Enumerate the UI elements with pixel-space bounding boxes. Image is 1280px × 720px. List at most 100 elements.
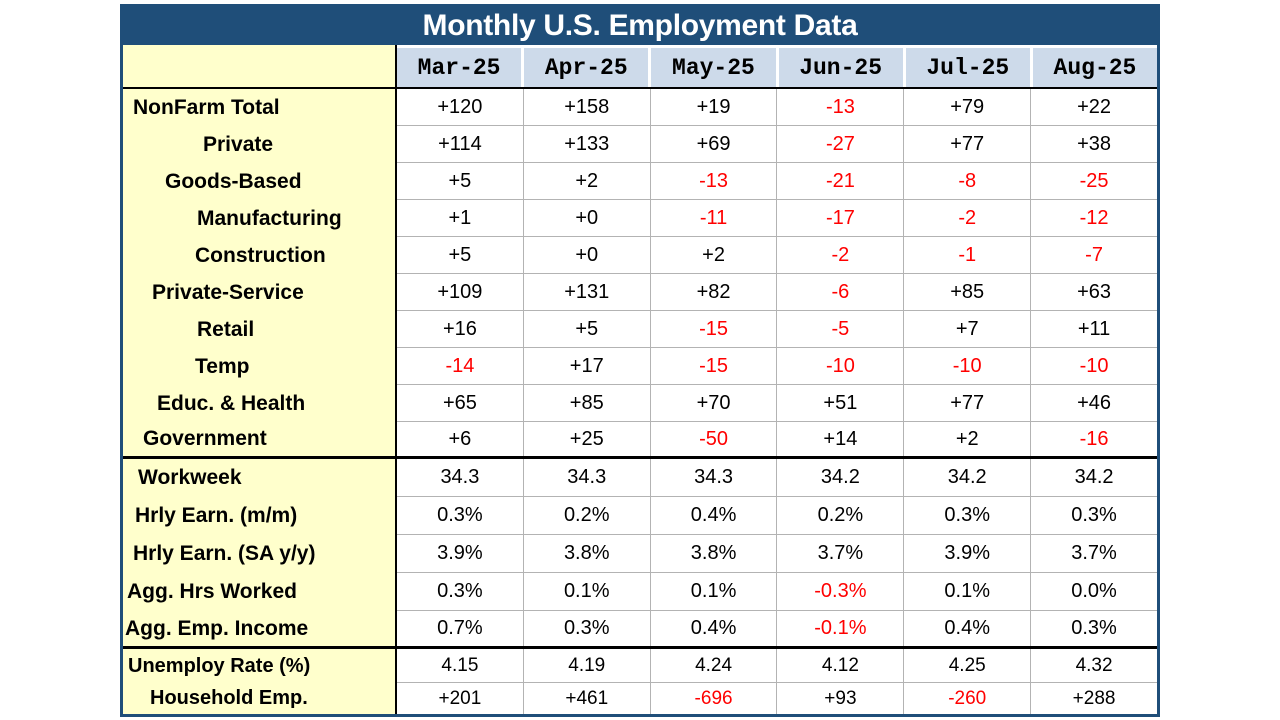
- value-cell: 0.3%: [523, 611, 651, 646]
- value-cell: +51: [777, 385, 905, 422]
- column-header: Jul-25: [902, 45, 1030, 87]
- value-cell: 4.19: [523, 649, 651, 683]
- value-cell: -260: [904, 683, 1032, 714]
- row-label: Agg. Hrs Worked: [123, 573, 397, 611]
- value-cell: -13: [777, 89, 905, 126]
- value-cell: -5: [777, 311, 905, 348]
- row-label: NonFarm Total: [123, 89, 397, 126]
- value-cell: 0.4%: [650, 497, 778, 535]
- value-cell: 4.25: [904, 649, 1032, 683]
- value-cell: +79: [904, 89, 1032, 126]
- value-cell: -6: [777, 274, 905, 311]
- value-cell: +201: [397, 683, 524, 714]
- value-cell: -2: [904, 200, 1032, 237]
- value-cell: 3.9%: [397, 535, 524, 573]
- value-cell: 0.1%: [523, 573, 651, 611]
- row-label: Educ. & Health: [123, 385, 397, 422]
- value-cell: 0.3%: [397, 573, 524, 611]
- table-row: NonFarm Total +120 +158 +19 -13 +79 +22: [123, 89, 1157, 126]
- value-cell: 34.3: [397, 459, 524, 497]
- value-cell: 34.3: [650, 459, 778, 497]
- value-cell: 0.4%: [904, 611, 1032, 646]
- value-cell: +19: [650, 89, 778, 126]
- value-cell: -1: [904, 237, 1032, 274]
- value-cell: -10: [904, 348, 1032, 385]
- value-cell: 3.8%: [523, 535, 651, 573]
- value-cell: 3.9%: [904, 535, 1032, 573]
- value-cell: +131: [523, 274, 651, 311]
- value-cell: 0.3%: [904, 497, 1032, 535]
- value-cell: +120: [397, 89, 524, 126]
- value-cell: +70: [650, 385, 778, 422]
- table-row: Household Emp. +201 +461 -696 +93 -260 +288: [123, 683, 1157, 714]
- value-cell: +0: [523, 200, 651, 237]
- value-cell: -17: [777, 200, 905, 237]
- table-row: Educ. & Health +65 +85 +70 +51 +77 +46: [123, 385, 1157, 422]
- value-cell: +5: [523, 311, 651, 348]
- value-cell: -15: [650, 311, 778, 348]
- value-cell: +93: [777, 683, 905, 714]
- value-cell: 34.2: [1031, 459, 1157, 497]
- value-cell: +133: [523, 126, 651, 163]
- value-cell: +2: [650, 237, 778, 274]
- value-cell: +288: [1031, 683, 1157, 714]
- value-cell: 0.0%: [1031, 573, 1157, 611]
- value-cell: -10: [1031, 348, 1157, 385]
- value-cell: +2: [904, 422, 1032, 456]
- value-cell: 0.3%: [397, 497, 524, 535]
- table-row: Workweek 34.3 34.3 34.3 34.2 34.2 34.2: [123, 459, 1157, 497]
- value-cell: +11: [1031, 311, 1157, 348]
- value-cell: -10: [777, 348, 905, 385]
- value-cell: -13: [650, 163, 778, 200]
- value-cell: -2: [777, 237, 905, 274]
- value-cell: 34.3: [523, 459, 651, 497]
- column-header: May-25: [648, 45, 776, 87]
- value-cell: 4.15: [397, 649, 524, 683]
- value-cell: -50: [650, 422, 778, 456]
- value-cell: +14: [777, 422, 905, 456]
- value-cell: -8: [904, 163, 1032, 200]
- value-cell: -25: [1031, 163, 1157, 200]
- table-row: Retail +16 +5 -15 -5 +7 +11: [123, 311, 1157, 348]
- value-cell: +2: [523, 163, 651, 200]
- column-header: Apr-25: [521, 45, 649, 87]
- value-cell: 3.7%: [777, 535, 905, 573]
- table-row: Agg. Emp. Income 0.7% 0.3% 0.4% -0.1% 0.4% 0.3…: [123, 611, 1157, 649]
- value-cell: -16: [1031, 422, 1157, 456]
- value-cell: 0.3%: [1031, 611, 1157, 646]
- value-cell: -12: [1031, 200, 1157, 237]
- value-cell: +7: [904, 311, 1032, 348]
- row-label: Retail: [123, 311, 397, 348]
- row-label: Unemploy Rate (%): [123, 649, 397, 683]
- value-cell: -7: [1031, 237, 1157, 274]
- value-cell: +1: [397, 200, 524, 237]
- row-label: Private-Service: [123, 274, 397, 311]
- value-cell: 34.2: [777, 459, 905, 497]
- value-cell: 3.8%: [650, 535, 778, 573]
- column-header: Mar-25: [397, 45, 522, 87]
- value-cell: 0.1%: [650, 573, 778, 611]
- employment-data-table: Monthly U.S. Employment Data Mar-25 Apr-2…: [120, 4, 1160, 717]
- value-cell: +85: [523, 385, 651, 422]
- value-cell: 34.2: [904, 459, 1032, 497]
- value-cell: 4.32: [1031, 649, 1157, 683]
- value-cell: 4.12: [777, 649, 905, 683]
- value-cell: 3.7%: [1031, 535, 1157, 573]
- value-cell: -0.3%: [777, 573, 905, 611]
- value-cell: +63: [1031, 274, 1157, 311]
- table-row: Hrly Earn. (SA y/y) 3.9% 3.8% 3.8% 3.7% 3.9% 3…: [123, 535, 1157, 573]
- value-cell: +85: [904, 274, 1032, 311]
- value-cell: +82: [650, 274, 778, 311]
- value-cell: +109: [397, 274, 524, 311]
- row-label: Manufacturing: [123, 200, 397, 237]
- table-row: Government +6 +25 -50 +14 +2 -16: [123, 422, 1157, 459]
- table-row: Hrly Earn. (m/m) 0.3% 0.2% 0.4% 0.2% 0.3% 0.3%: [123, 497, 1157, 535]
- row-label: Agg. Emp. Income: [123, 611, 397, 646]
- value-cell: -696: [650, 683, 778, 714]
- row-label: Workweek: [123, 459, 397, 497]
- value-cell: 0.2%: [777, 497, 905, 535]
- value-cell: +69: [650, 126, 778, 163]
- table-row: Goods-Based +5 +2 -13 -21 -8 -25: [123, 163, 1157, 200]
- value-cell: 0.3%: [1031, 497, 1157, 535]
- table-row: Agg. Hrs Worked 0.3% 0.1% 0.1% -0.3% 0.1% 0.0%: [123, 573, 1157, 611]
